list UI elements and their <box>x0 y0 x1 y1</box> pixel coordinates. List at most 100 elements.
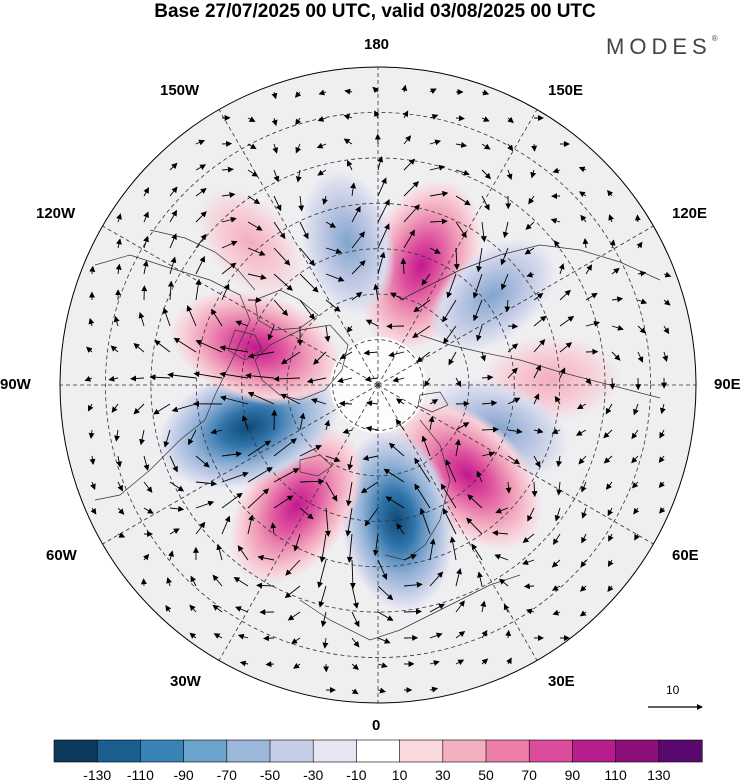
wind-vector <box>429 218 448 225</box>
wind-vector <box>585 377 592 385</box>
wind-vector <box>221 471 249 483</box>
wind-vector <box>421 435 431 457</box>
coastline-svalbard <box>417 391 449 413</box>
wind-vector <box>440 483 457 509</box>
wind-vector <box>299 299 315 320</box>
wind-vector <box>495 507 509 514</box>
wind-vector <box>189 604 197 613</box>
wind-vector <box>299 273 319 293</box>
wind-vector <box>663 325 670 335</box>
wind-vector <box>347 160 353 171</box>
wind-vector <box>633 403 639 416</box>
wind-vector <box>473 299 483 322</box>
wind-vector <box>342 428 353 435</box>
modes-logo: MODES® <box>606 34 718 60</box>
wind-vector <box>576 403 587 410</box>
wind-vector <box>143 481 153 493</box>
wind-vector <box>346 325 353 333</box>
wind-vector <box>351 637 360 648</box>
wind-vector <box>377 559 388 580</box>
wind-vector <box>337 377 353 384</box>
wind-vector <box>324 325 331 343</box>
lon-label-180: 180 <box>364 36 390 53</box>
wind-vector <box>377 177 387 197</box>
wind-vector <box>611 351 621 361</box>
wind-vector <box>442 299 457 323</box>
wind-vector <box>631 455 639 464</box>
colorbar-tick-label: 110 <box>604 767 627 783</box>
lobe-neg-130e <box>429 238 557 353</box>
wind-vector <box>299 412 306 431</box>
wind-vector <box>533 315 547 327</box>
wind-vector <box>325 247 343 254</box>
latitude-circle <box>195 202 561 568</box>
wind-vector <box>481 629 488 639</box>
wind-vector <box>507 143 514 152</box>
lon-label-150w: 150W <box>160 82 200 99</box>
wind-vector <box>552 167 561 174</box>
colorbar-tick-label: -130 <box>83 767 112 783</box>
wind-vector <box>143 211 149 223</box>
wind-vector <box>324 507 331 537</box>
wind-vector <box>320 611 327 628</box>
wind-vector <box>454 439 461 457</box>
wind-vector <box>284 585 301 599</box>
wind-vector <box>113 315 120 327</box>
wind-vector <box>552 533 561 545</box>
wind-vector <box>351 291 363 301</box>
wind-vector <box>372 86 379 94</box>
wind-vector <box>524 247 535 255</box>
wind-vector <box>346 533 353 563</box>
wind-vector <box>424 377 431 387</box>
wind-vector <box>659 429 665 439</box>
lon-label-30w: 30W <box>170 673 201 690</box>
wind-vector <box>273 273 293 291</box>
wind-vector <box>351 688 359 695</box>
wind-vector <box>287 611 301 621</box>
colorbar-swatch <box>399 739 444 763</box>
wind-vector <box>167 372 197 379</box>
wind-vector <box>363 349 379 356</box>
wind-vector <box>256 582 275 589</box>
wind-vector <box>239 660 249 667</box>
wind-vector <box>609 239 616 249</box>
wind-vector <box>142 260 149 275</box>
wind-vector <box>472 273 483 299</box>
wind-vector <box>343 114 353 120</box>
wind-vector <box>90 507 97 515</box>
wind-vector <box>637 270 647 277</box>
wind-vector <box>533 292 544 301</box>
lobe-neg-10e <box>339 428 455 612</box>
wind-vector <box>216 543 223 561</box>
wind-vector <box>429 686 439 693</box>
wind-vector <box>403 181 420 197</box>
wind-vector <box>388 351 405 358</box>
wind-vector <box>345 507 353 537</box>
wind-vector <box>362 455 379 461</box>
latitude-circle <box>286 293 470 477</box>
wind-vector <box>221 492 243 509</box>
wind-vector <box>481 374 494 381</box>
wind-vector <box>195 339 223 353</box>
wind-vector <box>412 325 431 338</box>
wind-vector <box>366 400 379 407</box>
wind-vector <box>111 403 119 413</box>
wind-vector <box>611 296 624 303</box>
wind-vector <box>169 186 178 197</box>
wind-vector <box>558 263 565 275</box>
wind-vector <box>247 488 270 509</box>
wind-vector <box>344 88 353 95</box>
wind-vector <box>165 604 172 613</box>
wind-vector <box>403 158 416 171</box>
wind-vector <box>395 418 405 431</box>
wind-vector <box>273 247 291 266</box>
wind-vector <box>89 455 96 465</box>
wind-vector <box>265 661 275 668</box>
wind-vector <box>213 633 223 639</box>
wind-vector <box>273 169 280 183</box>
wind-vector <box>449 536 457 561</box>
wind-vector <box>247 514 255 535</box>
wind-vector <box>350 182 357 197</box>
wind-vector <box>247 247 266 256</box>
wind-vector <box>117 481 123 492</box>
